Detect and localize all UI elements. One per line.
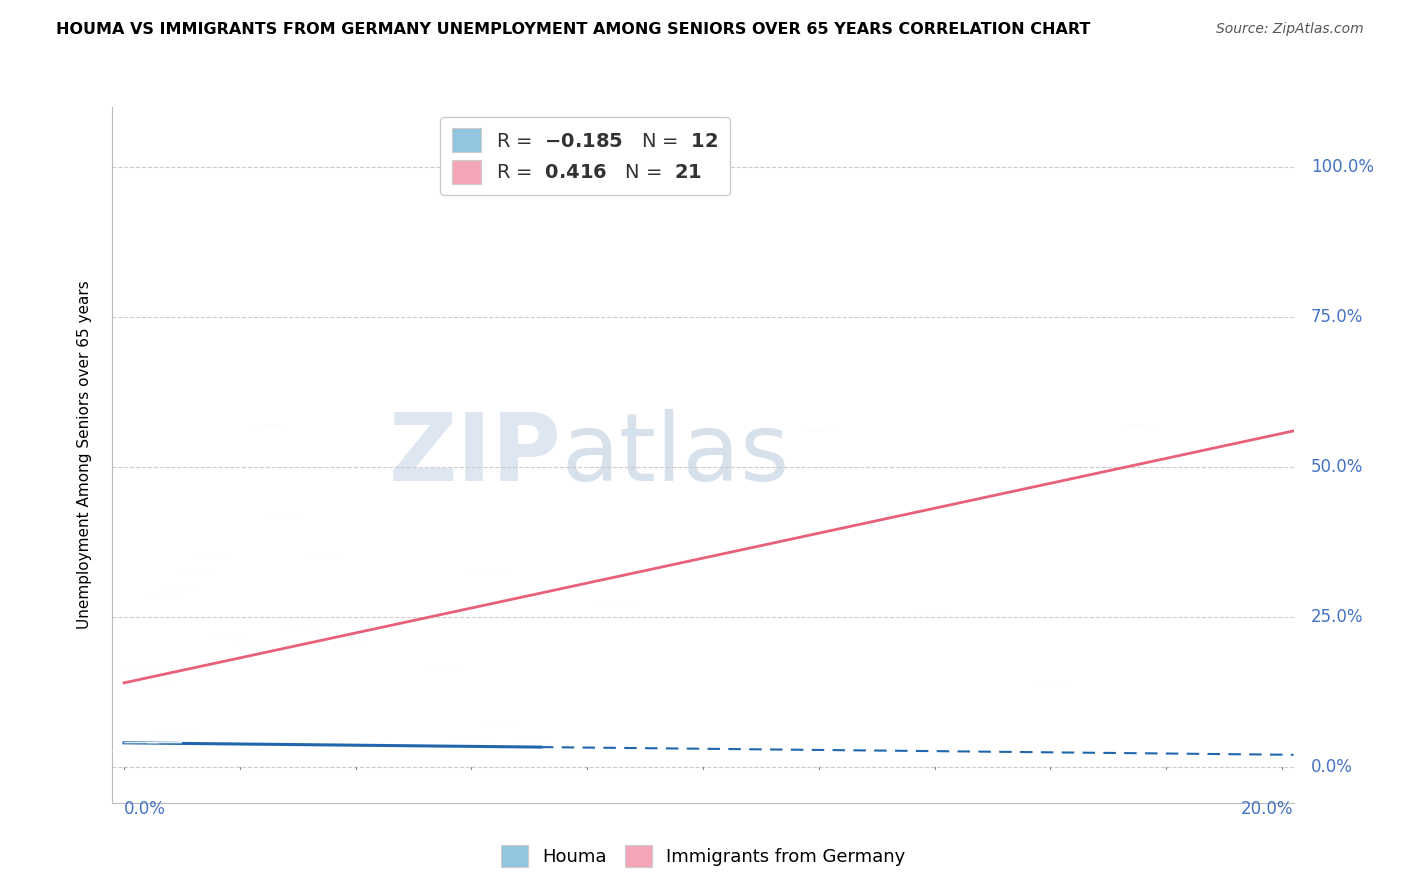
- Text: 75.0%: 75.0%: [1310, 308, 1364, 326]
- Text: ZIP: ZIP: [388, 409, 561, 501]
- Text: 20.0%: 20.0%: [1241, 800, 1294, 818]
- Text: 0.0%: 0.0%: [124, 800, 166, 818]
- Text: 0.0%: 0.0%: [1310, 758, 1353, 776]
- Text: 50.0%: 50.0%: [1310, 458, 1364, 476]
- Text: 100.0%: 100.0%: [1310, 158, 1374, 176]
- Text: HOUMA VS IMMIGRANTS FROM GERMANY UNEMPLOYMENT AMONG SENIORS OVER 65 YEARS CORREL: HOUMA VS IMMIGRANTS FROM GERMANY UNEMPLO…: [56, 22, 1091, 37]
- Legend: Houma, Immigrants from Germany: Houma, Immigrants from Germany: [494, 838, 912, 874]
- Text: Source: ZipAtlas.com: Source: ZipAtlas.com: [1216, 22, 1364, 37]
- Legend: R =  $\mathbf{-0.185}$   N =  $\mathbf{12}$, R =  $\mathbf{0.416}$   N =  $\math: R = $\mathbf{-0.185}$ N = $\mathbf{12}$,…: [440, 117, 730, 195]
- Text: 25.0%: 25.0%: [1310, 607, 1364, 626]
- Y-axis label: Unemployment Among Seniors over 65 years: Unemployment Among Seniors over 65 years: [77, 281, 91, 629]
- Text: atlas: atlas: [561, 409, 790, 501]
